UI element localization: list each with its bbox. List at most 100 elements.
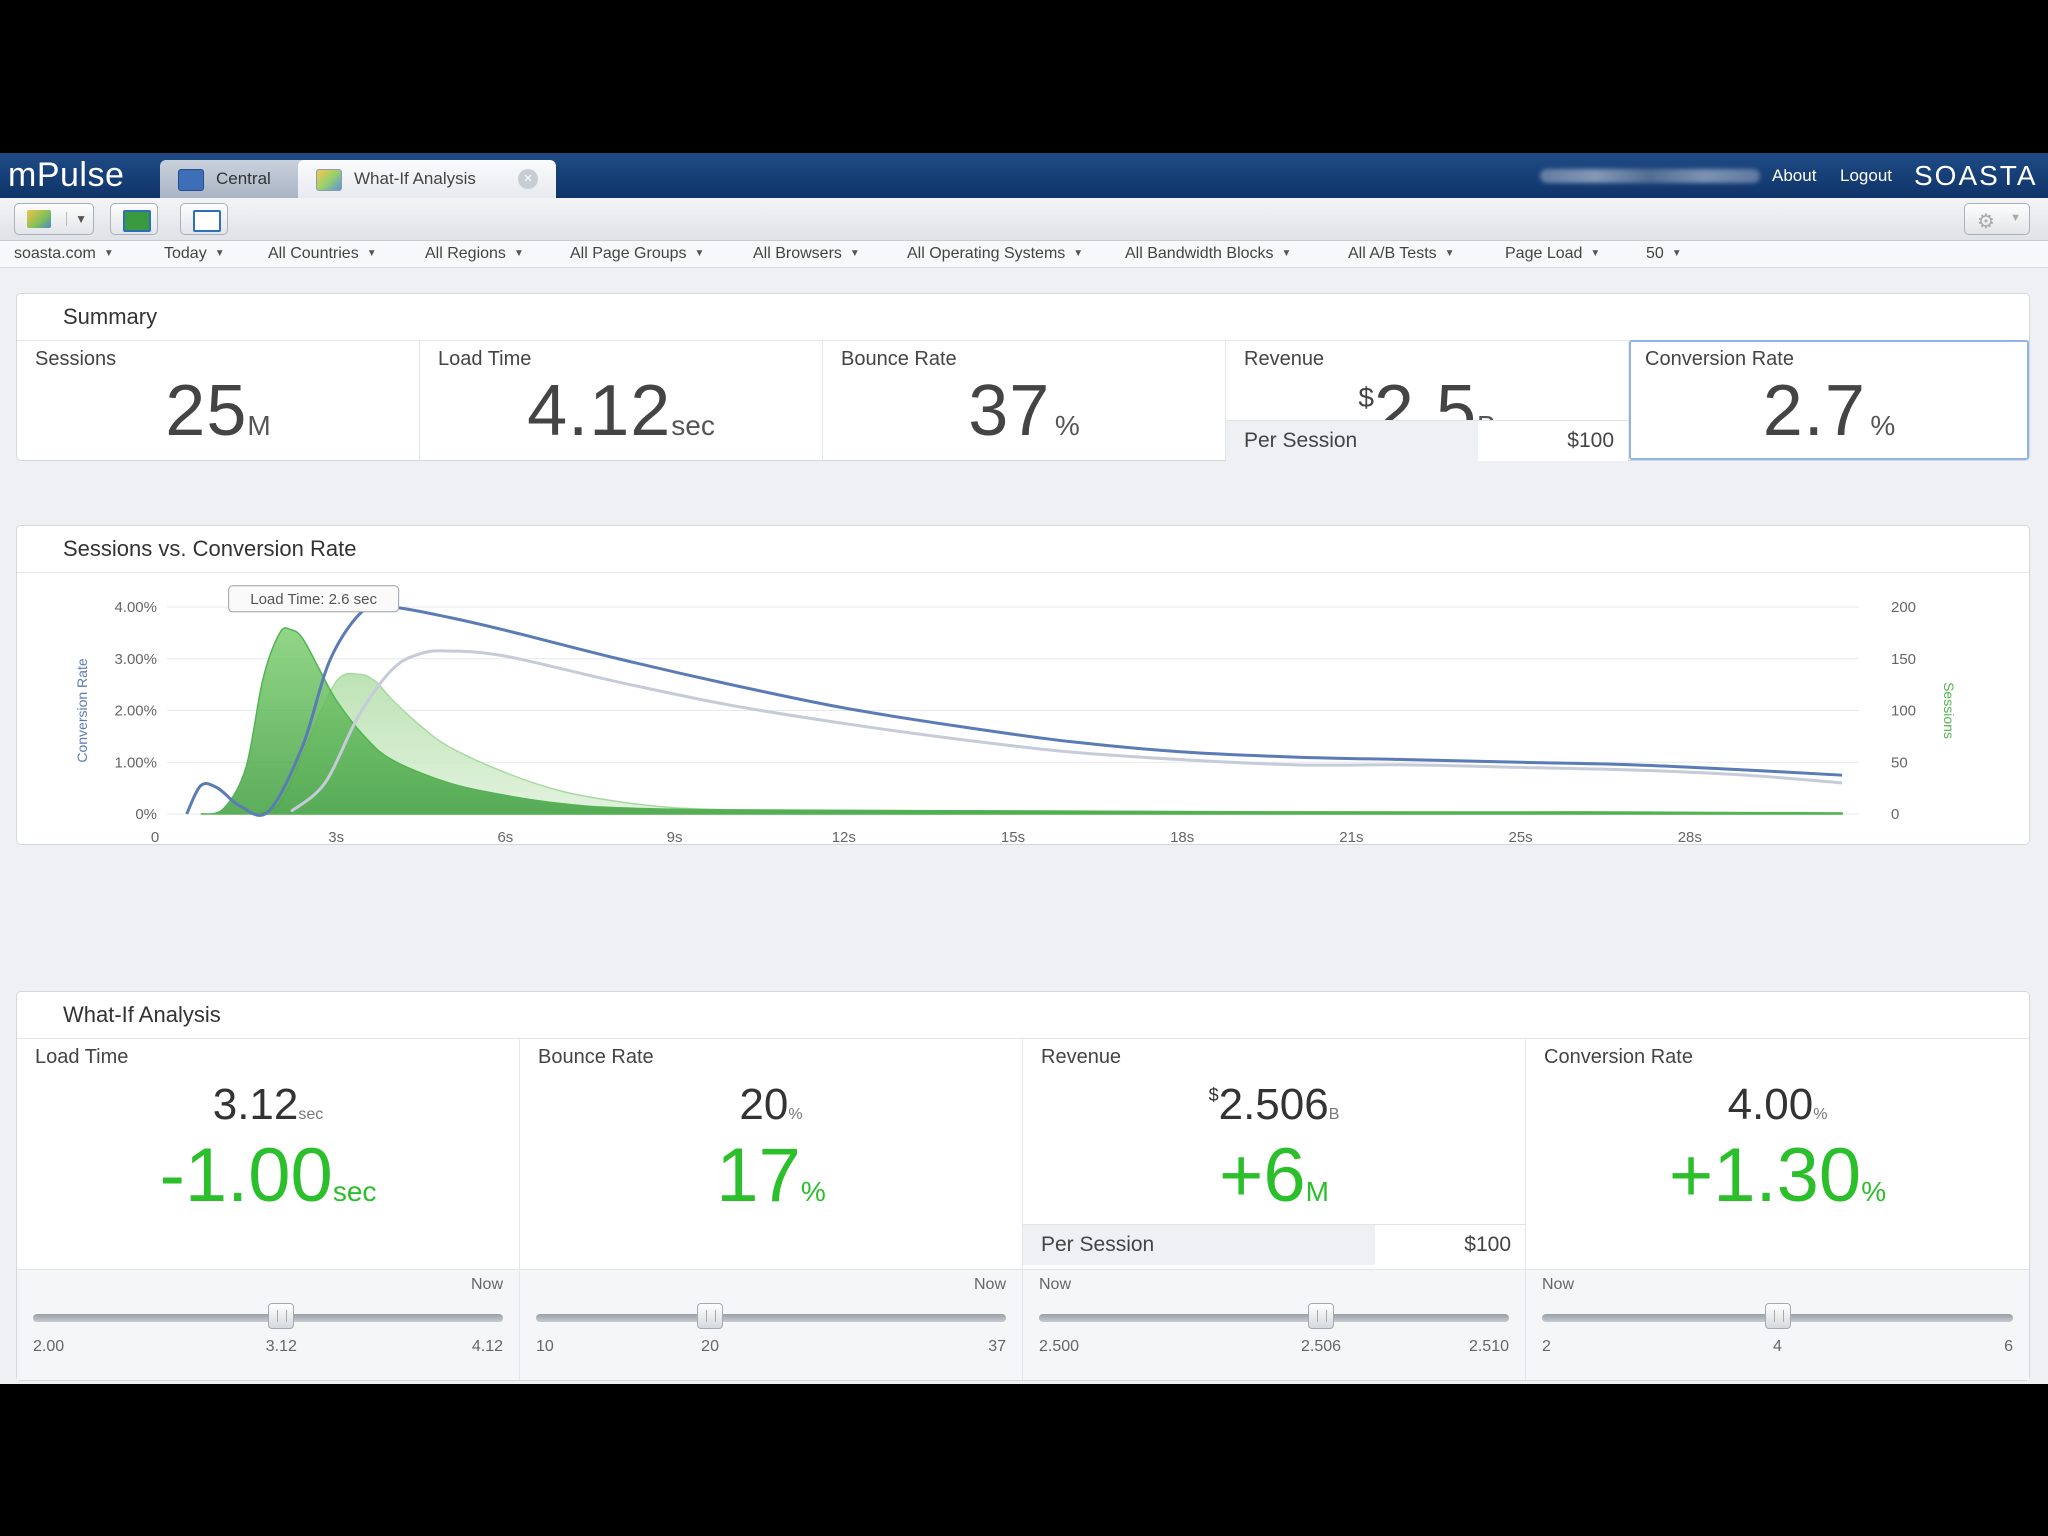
about-link[interactable]: About xyxy=(1772,166,1817,185)
tab-central[interactable]: Central xyxy=(160,160,310,198)
chevron-down-icon: ▼ xyxy=(1590,248,1601,259)
conversion-whatif-line xyxy=(290,649,1843,813)
add-widget-button[interactable]: ▼ xyxy=(14,203,94,235)
y2-tick-label: 150 xyxy=(1891,651,1916,668)
chevron-down-icon[interactable]: ▼ xyxy=(66,212,87,226)
dashboard-icon xyxy=(178,169,204,191)
export-button[interactable] xyxy=(110,203,158,235)
per-session-row: Per Session $100 xyxy=(1226,420,1628,461)
filter-bandwidth-blocks[interactable]: All Bandwidth Blocks ▼ xyxy=(1125,241,1291,267)
load-time-slider-track[interactable] xyxy=(33,1314,503,1322)
value-unit: sec xyxy=(298,1106,324,1123)
delta-number: +1.30 xyxy=(1668,1133,1862,1218)
tab-label: What-If Analysis xyxy=(354,169,476,188)
y2-tick-label: 200 xyxy=(1891,599,1916,616)
x-tick-label: 12s xyxy=(832,829,856,844)
x-tick-label: 15s xyxy=(1001,829,1025,844)
whatif-conversion-rate-delta: +1.30% xyxy=(1526,1132,2029,1219)
app-window: mPulse Central What-If Analysis × About … xyxy=(0,153,2048,1384)
sessions-conversion-chart[interactable]: 0% 0 1.00% 50 2.00% 100 3.00% 150 4.00% 200 0 3s 6s 9… xyxy=(17,574,2029,844)
toolbar: ▼ ⚙ ▼ xyxy=(0,198,2048,241)
panel-title: What-If Analysis xyxy=(63,1002,221,1027)
whatif-revenue-delta: +6M xyxy=(1023,1132,1525,1219)
value-number: 3.12 xyxy=(212,1080,299,1129)
filter-label: Page Load xyxy=(1505,245,1583,262)
slider-max-label: 37 xyxy=(988,1338,1006,1355)
sessions-area xyxy=(200,627,1843,815)
slider-min-label: 2.500 xyxy=(1039,1338,1080,1355)
sessions-vs-conversion-panel: Sessions vs. Conversion Rate 0% 0 1.00% 50 2… xyxy=(16,525,2030,845)
filter-date[interactable]: Today ▼ xyxy=(164,241,225,267)
close-icon[interactable]: × xyxy=(518,169,538,189)
revenue-card: Revenue $2.5B Per Session $100 xyxy=(1226,340,1629,461)
now-label: Now xyxy=(973,1276,1006,1293)
slider-max-label: 2.510 xyxy=(1468,1338,1509,1355)
revenue-slider-track[interactable] xyxy=(1039,1314,1509,1322)
filter-operating-systems[interactable]: All Operating Systems ▼ xyxy=(907,241,1083,267)
slider-value-label: 3.12 xyxy=(265,1338,297,1355)
chevron-down-icon: ▼ xyxy=(694,248,705,259)
brand-logo: SOASTA xyxy=(1914,160,2038,191)
slider-value-label: 4 xyxy=(1773,1338,1782,1355)
revenue-slider-area: Now 2.500 2.506 2.510 xyxy=(1023,1269,1525,1380)
whatif-load-time-label: Load Time xyxy=(35,1046,129,1068)
value-unit: % xyxy=(1870,410,1896,441)
whatif-conversion-rate-card: Conversion Rate 4.00% +1.30% Now 2 4 6 xyxy=(1526,1038,2029,1380)
value-unit: sec xyxy=(671,410,715,441)
whatif-load-time-current: 3.12sec xyxy=(17,1080,519,1130)
conversion-rate-card[interactable]: Conversion Rate 2.7 % xyxy=(1629,340,2029,460)
panel-title: Sessions vs. Conversion Rate xyxy=(63,536,357,561)
delta-number: 17 xyxy=(716,1133,801,1218)
settings-button[interactable]: ⚙ ▼ xyxy=(1964,203,2030,235)
whatif-bounce-rate-label: Bounce Rate xyxy=(538,1046,654,1068)
y-axis-label: Conversion Rate xyxy=(74,658,90,762)
filter-regions[interactable]: All Regions ▼ xyxy=(425,241,524,267)
export-icon xyxy=(123,210,151,232)
filter-page-groups[interactable]: All Page Groups ▼ xyxy=(570,241,704,267)
whatif-icon xyxy=(316,169,342,191)
slider-min-label: 10 xyxy=(536,1338,554,1355)
now-label: Now xyxy=(1542,1276,1575,1293)
bounce-rate-slider-handle[interactable] xyxy=(697,1303,724,1329)
bounce-rate-card: Bounce Rate 37 % xyxy=(823,340,1226,460)
edit-dashboard-button[interactable] xyxy=(180,203,228,235)
slider-value-label: 20 xyxy=(701,1338,719,1355)
filter-percentile[interactable]: 50 ▼ xyxy=(1646,241,1682,267)
chevron-down-icon: ▼ xyxy=(1073,248,1084,259)
value-unit: % xyxy=(788,1106,803,1123)
whatif-load-time-card: Load Time 3.12sec -1.00sec Now 2.00 3.12… xyxy=(17,1038,520,1380)
load-time-slider-handle[interactable] xyxy=(268,1303,295,1329)
y-tick-label: 0% xyxy=(135,806,157,823)
chevron-down-icon: ▼ xyxy=(214,248,225,259)
revenue-slider-handle[interactable] xyxy=(1308,1303,1334,1329)
tab-what-if-analysis[interactable]: What-If Analysis × xyxy=(298,160,556,198)
filter-countries[interactable]: All Countries ▼ xyxy=(268,241,377,267)
load-time-label: Load Time xyxy=(438,348,532,370)
filter-browsers[interactable]: All Browsers ▼ xyxy=(753,241,860,267)
bounce-rate-slider-track[interactable] xyxy=(536,1314,1006,1322)
filter-label: All Operating Systems xyxy=(907,245,1066,262)
y2-tick-label: 100 xyxy=(1891,703,1916,720)
load-time-card: Load Time 4.12sec xyxy=(420,340,823,460)
slider-min-label: 2 xyxy=(1542,1338,1551,1355)
filter-label: Today xyxy=(164,245,207,262)
conversion-rate-slider-handle[interactable] xyxy=(1764,1303,1791,1329)
chevron-down-icon: ▼ xyxy=(849,248,860,259)
gear-icon: ⚙ xyxy=(1977,211,1995,233)
per-session-value[interactable]: $100 xyxy=(1478,421,1628,461)
currency-symbol: $ xyxy=(1208,1085,1219,1105)
filter-domain[interactable]: soasta.com ▼ xyxy=(14,241,114,267)
delta-number: +6 xyxy=(1219,1133,1306,1218)
per-session-value[interactable]: $100 xyxy=(1375,1225,1525,1265)
what-if-panel: What-If Analysis Load Time 3.12sec -1.00… xyxy=(16,991,2030,1381)
slider-min-label: 2.00 xyxy=(33,1338,65,1355)
whatif-revenue-card: Revenue $2.506B +6M Per Session $100 Now… xyxy=(1023,1038,1526,1380)
revenue-label: Revenue xyxy=(1244,348,1325,370)
whatif-conversion-rate-label: Conversion Rate xyxy=(1544,1046,1693,1068)
filter-timer[interactable]: Page Load ▼ xyxy=(1505,241,1600,267)
logout-link[interactable]: Logout xyxy=(1840,166,1892,185)
delta-unit: % xyxy=(1861,1176,1887,1207)
x-tick-label: 0 xyxy=(151,829,159,844)
filter-ab-tests[interactable]: All A/B Tests ▼ xyxy=(1348,241,1455,267)
y-tick-label: 4.00% xyxy=(114,599,157,616)
